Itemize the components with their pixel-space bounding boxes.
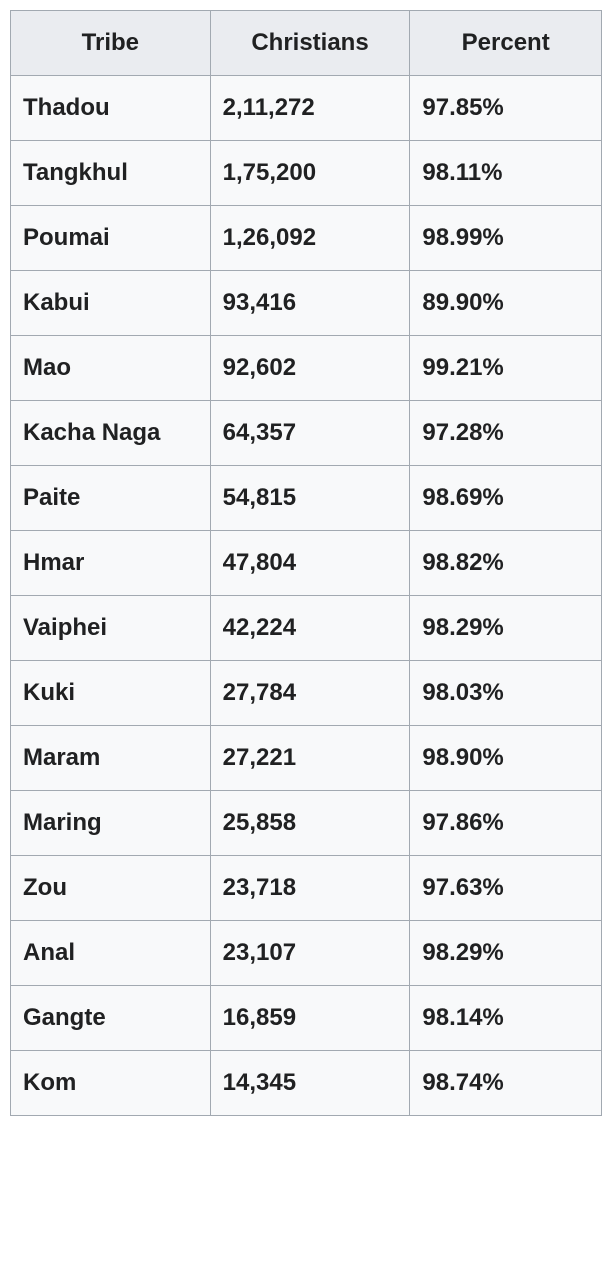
table-row: Thadou 2,11,272 97.85% (11, 76, 602, 141)
cell-christians: 42,224 (210, 596, 410, 661)
cell-christians: 23,718 (210, 856, 410, 921)
cell-percent: 97.85% (410, 76, 602, 141)
cell-percent: 98.69% (410, 466, 602, 531)
cell-percent: 97.63% (410, 856, 602, 921)
cell-christians: 1,75,200 (210, 141, 410, 206)
cell-christians: 16,859 (210, 986, 410, 1051)
cell-christians: 27,221 (210, 726, 410, 791)
cell-percent: 89.90% (410, 271, 602, 336)
table-row: Hmar 47,804 98.82% (11, 531, 602, 596)
cell-tribe: Hmar (11, 531, 211, 596)
cell-tribe: Kacha Naga (11, 401, 211, 466)
cell-tribe: Kuki (11, 661, 211, 726)
cell-christians: 1,26,092 (210, 206, 410, 271)
cell-tribe: Thadou (11, 76, 211, 141)
cell-christians: 92,602 (210, 336, 410, 401)
table-row: Tangkhul 1,75,200 98.11% (11, 141, 602, 206)
cell-percent: 98.29% (410, 596, 602, 661)
cell-percent: 98.11% (410, 141, 602, 206)
cell-percent: 98.99% (410, 206, 602, 271)
table-row: Zou 23,718 97.63% (11, 856, 602, 921)
cell-percent: 98.29% (410, 921, 602, 986)
cell-christians: 14,345 (210, 1051, 410, 1116)
table-row: Vaiphei 42,224 98.29% (11, 596, 602, 661)
cell-christians: 93,416 (210, 271, 410, 336)
table-row: Poumai 1,26,092 98.99% (11, 206, 602, 271)
cell-christians: 54,815 (210, 466, 410, 531)
table-row: Kabui 93,416 89.90% (11, 271, 602, 336)
table-row: Kacha Naga 64,357 97.28% (11, 401, 602, 466)
cell-tribe: Kom (11, 1051, 211, 1116)
cell-percent: 98.82% (410, 531, 602, 596)
cell-percent: 98.14% (410, 986, 602, 1051)
cell-percent: 98.74% (410, 1051, 602, 1116)
cell-percent: 97.28% (410, 401, 602, 466)
cell-christians: 2,11,272 (210, 76, 410, 141)
table-header-row: Tribe Christians Percent (11, 11, 602, 76)
cell-percent: 97.86% (410, 791, 602, 856)
cell-tribe: Anal (11, 921, 211, 986)
cell-tribe: Gangte (11, 986, 211, 1051)
table-row: Kom 14,345 98.74% (11, 1051, 602, 1116)
cell-christians: 27,784 (210, 661, 410, 726)
col-header-percent: Percent (410, 11, 602, 76)
cell-tribe: Kabui (11, 271, 211, 336)
cell-tribe: Tangkhul (11, 141, 211, 206)
table-row: Anal 23,107 98.29% (11, 921, 602, 986)
cell-christians: 23,107 (210, 921, 410, 986)
cell-tribe: Vaiphei (11, 596, 211, 661)
table-row: Maring 25,858 97.86% (11, 791, 602, 856)
col-header-tribe: Tribe (11, 11, 211, 76)
cell-percent: 99.21% (410, 336, 602, 401)
cell-christians: 47,804 (210, 531, 410, 596)
table-row: Maram 27,221 98.90% (11, 726, 602, 791)
cell-christians: 25,858 (210, 791, 410, 856)
cell-tribe: Maram (11, 726, 211, 791)
cell-tribe: Maring (11, 791, 211, 856)
cell-christians: 64,357 (210, 401, 410, 466)
cell-percent: 98.03% (410, 661, 602, 726)
cell-percent: 98.90% (410, 726, 602, 791)
cell-tribe: Zou (11, 856, 211, 921)
table-row: Paite 54,815 98.69% (11, 466, 602, 531)
table-row: Gangte 16,859 98.14% (11, 986, 602, 1051)
table-row: Mao 92,602 99.21% (11, 336, 602, 401)
cell-tribe: Poumai (11, 206, 211, 271)
cell-tribe: Paite (11, 466, 211, 531)
col-header-christians: Christians (210, 11, 410, 76)
cell-tribe: Mao (11, 336, 211, 401)
table-row: Kuki 27,784 98.03% (11, 661, 602, 726)
tribe-christians-table: Tribe Christians Percent Thadou 2,11,272… (10, 10, 602, 1116)
